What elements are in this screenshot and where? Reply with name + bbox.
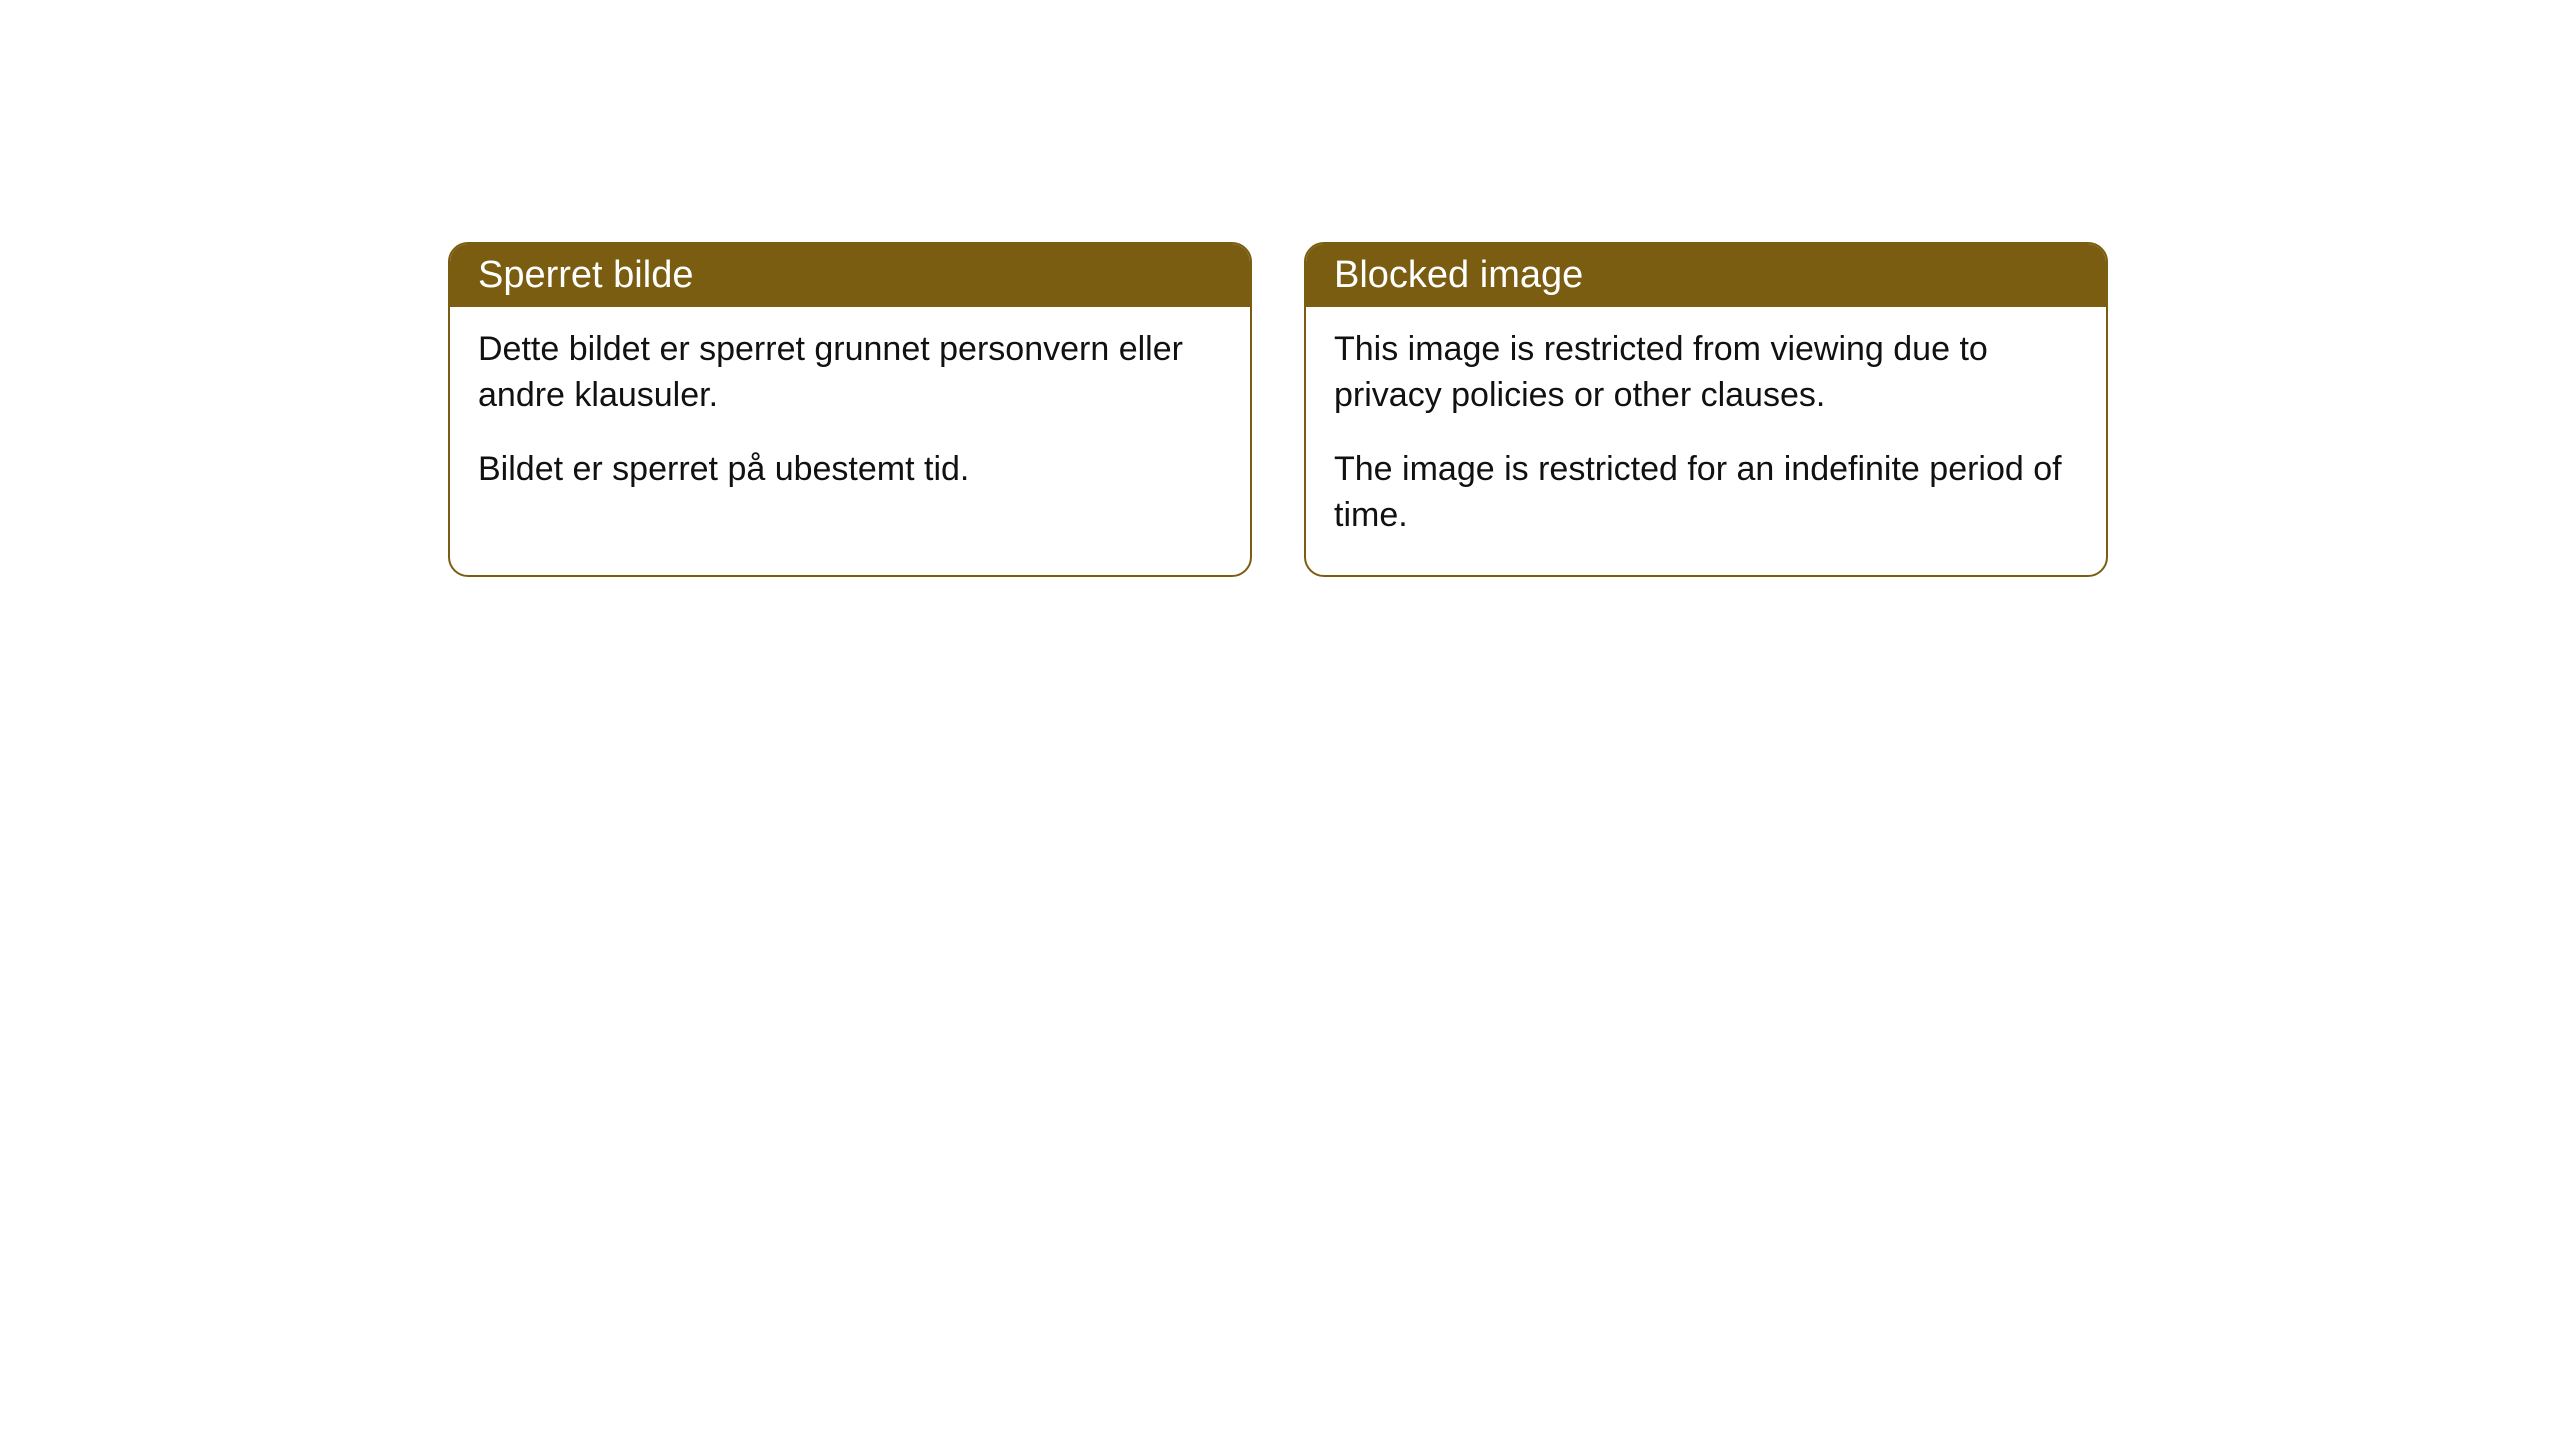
notice-card-norwegian: Sperret bilde Dette bildet er sperret gr… xyxy=(448,242,1252,577)
card-paragraph: Dette bildet er sperret grunnet personve… xyxy=(478,327,1222,419)
card-paragraph: Bildet er sperret på ubestemt tid. xyxy=(478,447,1222,493)
notice-cards-container: Sperret bilde Dette bildet er sperret gr… xyxy=(448,242,2108,577)
card-title: Sperret bilde xyxy=(478,254,693,296)
card-header: Blocked image xyxy=(1306,244,2106,307)
card-body: Dette bildet er sperret grunnet personve… xyxy=(450,307,1250,529)
card-header: Sperret bilde xyxy=(450,244,1250,307)
notice-card-english: Blocked image This image is restricted f… xyxy=(1304,242,2108,577)
card-paragraph: The image is restricted for an indefinit… xyxy=(1334,447,2078,539)
card-paragraph: This image is restricted from viewing du… xyxy=(1334,327,2078,419)
card-title: Blocked image xyxy=(1334,254,1583,296)
card-body: This image is restricted from viewing du… xyxy=(1306,307,2106,575)
